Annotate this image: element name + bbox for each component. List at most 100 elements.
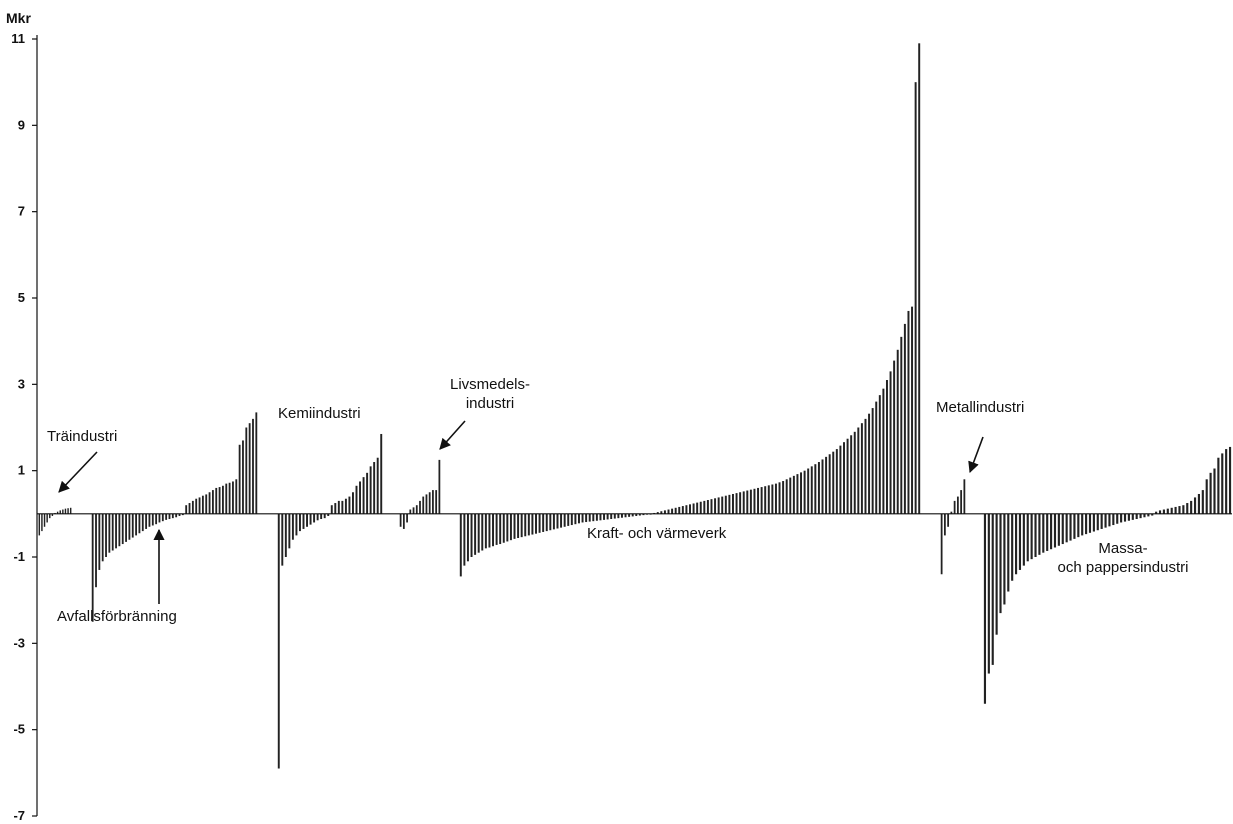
bar [613,513,616,519]
bar [51,513,54,516]
bar [1003,513,1006,605]
bar [1026,513,1029,562]
bar [320,513,323,520]
bar [211,490,214,514]
bar [735,493,738,514]
bar [488,513,491,548]
annotation-line: Massa- [1098,540,1147,557]
bar [43,513,46,527]
bar [943,513,946,536]
bar [549,513,552,531]
y-tick-label: 3 [18,376,25,391]
bar [889,371,892,514]
bar [348,496,351,514]
bar [1061,513,1064,545]
bar [474,513,477,555]
bar [581,513,584,523]
bar [742,491,745,514]
bar [853,431,856,514]
y-tick-label: -5 [13,722,25,737]
bar [1116,513,1119,524]
bar [728,494,731,514]
bar [995,513,998,635]
bar [1197,493,1200,514]
bar [495,513,498,545]
bar [402,513,405,529]
bar [380,433,383,514]
bar [746,490,749,514]
bar [135,513,138,536]
bar [850,435,853,514]
bar [101,513,104,562]
bar [991,513,994,665]
bar [248,423,251,514]
bar [857,427,860,514]
bar [252,418,254,514]
bar [692,503,695,514]
bar [699,501,702,514]
bar [409,509,412,514]
bar [685,505,688,514]
annotation-label: Avfallsförbränning [57,608,177,625]
bar [667,509,670,514]
bar [245,427,248,514]
bar [359,481,361,514]
bar [205,494,208,514]
bar [774,483,777,514]
annotation-label: Träindustri [47,428,117,445]
bar [295,513,298,536]
bar [825,456,828,514]
bar [108,513,111,553]
bar [542,513,545,532]
bar [753,488,756,514]
annotation-label: Kemiindustri [278,405,361,422]
bar [284,513,287,557]
bar [642,513,645,516]
bar [552,513,555,530]
bar [574,513,577,525]
bar [878,395,881,514]
annotation-line: Kraft- och värmeverk [587,525,727,542]
bar [121,513,124,545]
bar [105,513,107,557]
bar [782,481,785,514]
bar [225,483,228,514]
bar [1077,513,1080,538]
bar [291,513,294,540]
bar [963,479,966,514]
bar [499,513,502,545]
bar [178,513,181,516]
bar [138,513,141,534]
y-tick-label: 7 [18,204,25,219]
bar [771,484,774,514]
bar [620,513,623,518]
annotation-line: Avfallsförbränning [57,608,177,625]
annotation-arrow [439,420,466,450]
bar [617,513,620,519]
bar [151,513,154,526]
bar [1135,513,1138,520]
bar [376,457,379,514]
bar [1209,472,1212,514]
bar [158,513,161,523]
bar [1092,513,1095,532]
bar [538,513,541,533]
bar [352,492,354,514]
bar [198,497,201,514]
bar [749,489,752,514]
y-tick-label: -3 [13,635,25,650]
bar [710,499,713,514]
bar [606,513,609,520]
bar [1147,513,1150,517]
bar [91,513,94,622]
bar [341,500,344,514]
bar [560,513,563,528]
bar [903,323,906,514]
bar [1217,457,1220,514]
bar [1057,513,1060,546]
bar [1104,513,1107,528]
bar [316,513,319,521]
bar [362,477,365,514]
bar [570,513,573,526]
